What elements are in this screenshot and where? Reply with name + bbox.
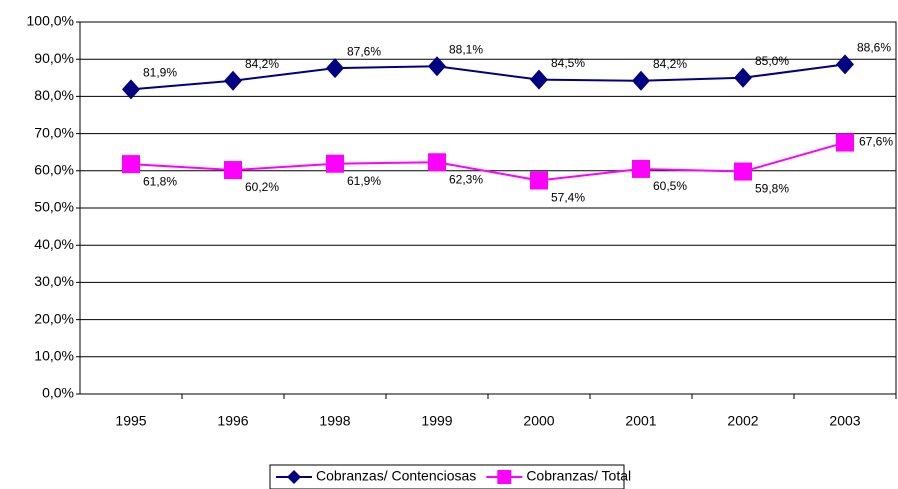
- x-tick-label: 1995: [115, 413, 146, 429]
- y-tick-label: 20,0%: [34, 310, 74, 326]
- y-tick-label: 0,0%: [42, 385, 74, 401]
- y-tick-label: 90,0%: [34, 50, 74, 66]
- square-marker: [224, 161, 242, 180]
- x-tick-label: 1996: [217, 413, 248, 429]
- x-tick-label: 2001: [625, 413, 656, 429]
- y-tick-label: 30,0%: [34, 273, 74, 289]
- square-marker: [734, 162, 752, 181]
- data-label: 84,2%: [245, 57, 279, 71]
- legend-label: Cobranzas/ Contenciosas: [316, 468, 476, 484]
- x-tick-label: 1998: [319, 413, 350, 429]
- y-tick-label: 50,0%: [34, 199, 74, 215]
- series-line: [130, 141, 846, 182]
- legend-box: [269, 464, 625, 489]
- data-label: 88,6%: [857, 41, 891, 55]
- x-tick-label: 1999: [421, 413, 452, 429]
- data-label: 67,6%: [859, 135, 893, 149]
- data-label: 88,1%: [449, 42, 483, 56]
- data-label: 61,8%: [143, 174, 177, 188]
- y-tick-label: 60,0%: [34, 162, 74, 178]
- data-label: 60,2%: [245, 180, 279, 194]
- square-marker: [497, 470, 512, 484]
- square-marker: [122, 155, 140, 174]
- y-tick-label: 10,0%: [34, 348, 74, 364]
- diamond-marker: [530, 69, 548, 90]
- series-line: [130, 63, 846, 91]
- data-label: 87,6%: [347, 44, 381, 58]
- square-marker: [632, 159, 650, 178]
- data-label: 59,8%: [755, 182, 789, 196]
- x-tick-label: 2000: [523, 413, 554, 429]
- data-label: 60,5%: [653, 179, 687, 193]
- data-label: 57,4%: [551, 191, 585, 205]
- x-tick-label: 2002: [727, 413, 758, 429]
- diamond-marker: [632, 70, 650, 91]
- legend: Cobranzas/ Contenciosas Cobranzas/ Total: [269, 464, 631, 489]
- x-tick-label: 2003: [829, 413, 860, 429]
- data-label: 62,3%: [449, 172, 483, 186]
- square-marker: [428, 153, 446, 172]
- data-label: 84,2%: [653, 57, 687, 71]
- data-label: 84,5%: [551, 56, 585, 70]
- data-label: 81,9%: [143, 66, 177, 80]
- diamond-marker: [428, 56, 446, 77]
- diamond-marker: [734, 67, 752, 88]
- y-tick-label: 80,0%: [34, 87, 74, 103]
- diamond-marker: [836, 54, 854, 75]
- square-marker: [530, 171, 548, 190]
- data-label: 85,0%: [755, 54, 789, 68]
- y-tick-label: 70,0%: [34, 124, 74, 140]
- data-label: 61,9%: [347, 174, 381, 188]
- diamond-marker: [326, 58, 344, 79]
- y-tick-label: 40,0%: [34, 236, 74, 252]
- y-tick-label: 100,0%: [27, 13, 74, 29]
- diamond-marker: [287, 470, 301, 484]
- square-marker: [836, 133, 854, 152]
- legend-label: Cobranzas/ Total: [526, 468, 631, 484]
- square-marker: [326, 154, 344, 173]
- diamond-marker: [122, 79, 140, 100]
- diamond-marker: [224, 70, 242, 91]
